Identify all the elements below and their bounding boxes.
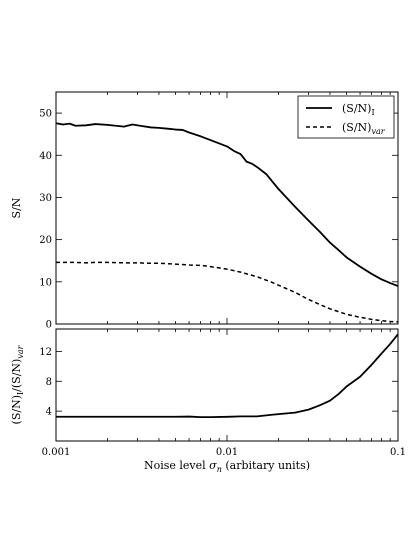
y-tick-label: 30 — [39, 193, 52, 204]
top-y-axis-label: S/N — [10, 197, 23, 218]
legend: (S/N)I (S/N)var — [297, 95, 395, 139]
legend-box — [297, 95, 395, 139]
x-tick-label: 0.1 — [390, 447, 406, 458]
series-line-1 — [56, 333, 399, 419]
series-line-2 — [56, 261, 399, 323]
bottom-panel-frame — [55, 328, 399, 442]
y-tick-label: 40 — [39, 151, 52, 162]
y-tick-label: 12 — [39, 347, 52, 358]
y-tick-label: 50 — [39, 109, 52, 120]
y-tick-label: 4 — [46, 407, 52, 418]
x-tick-label: 0.001 — [42, 447, 71, 458]
bottom-series-lines — [56, 333, 399, 419]
series-line-1 — [55, 122, 399, 287]
legend-label-2: (S/N)var — [342, 121, 386, 136]
bottom-y-axis-label: (S/N)I/(S/N)var — [10, 344, 25, 424]
bottom-axis-ticks: 0.001 0.01 0.1 4 8 12 — [39, 329, 406, 458]
x-axis-label: Noise level σn (arbitary units) — [144, 459, 310, 474]
x-tick-label: 0.01 — [216, 447, 238, 458]
legend-label-1: (S/N)I — [342, 102, 375, 117]
y-tick-label: 10 — [39, 277, 52, 288]
y-tick-label: 0 — [46, 320, 52, 331]
top-series-lines — [55, 122, 399, 323]
top-axis-ticks: 0 10 20 30 40 50 — [39, 92, 399, 331]
y-tick-label: 8 — [46, 377, 52, 388]
y-tick-label: 20 — [39, 235, 52, 246]
